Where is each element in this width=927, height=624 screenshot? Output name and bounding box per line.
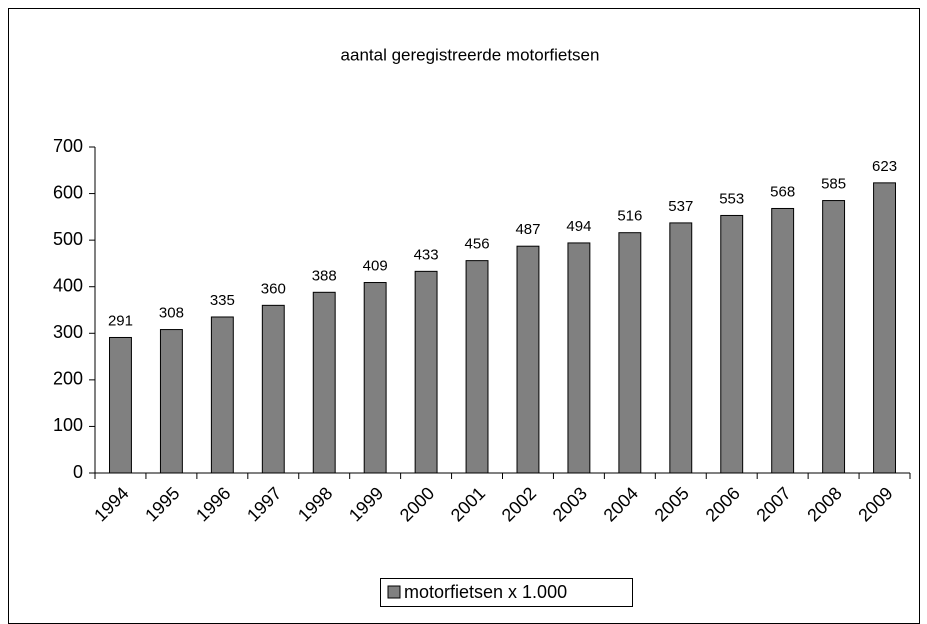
bar xyxy=(363,282,387,474)
bar xyxy=(771,207,795,474)
y-tick-label: 300 xyxy=(53,322,83,342)
data-label: 335 xyxy=(210,292,235,309)
bar xyxy=(414,270,438,474)
y-tick-label: 100 xyxy=(53,415,83,435)
bar xyxy=(261,304,285,474)
y-tick-label: 400 xyxy=(53,275,83,295)
data-label: 360 xyxy=(261,280,286,297)
data-label: 388 xyxy=(312,267,337,284)
data-label: 494 xyxy=(566,218,591,235)
bar xyxy=(873,182,896,474)
bar xyxy=(159,329,183,474)
bar xyxy=(109,336,132,474)
y-tick-label: 500 xyxy=(53,229,83,249)
y-tick-label: 600 xyxy=(53,182,83,202)
bar xyxy=(465,260,489,474)
legend-swatch xyxy=(387,585,401,599)
bar xyxy=(618,232,642,474)
legend-label: motorfietsen x 1.000 xyxy=(404,582,567,602)
data-label: 568 xyxy=(770,183,795,200)
data-label: 537 xyxy=(668,198,693,215)
data-label: 291 xyxy=(108,312,133,329)
data-label: 308 xyxy=(159,305,184,322)
bar xyxy=(210,316,234,474)
y-tick-label: 700 xyxy=(53,136,83,156)
bar xyxy=(720,214,744,474)
data-label: 433 xyxy=(414,246,439,263)
chart-title: aantal geregistreerde motorfietsen xyxy=(341,45,600,64)
data-label: 456 xyxy=(465,236,490,253)
data-label: 409 xyxy=(363,257,388,274)
bar xyxy=(822,200,846,474)
y-tick-label: 0 xyxy=(73,462,83,482)
chart-border xyxy=(8,8,920,624)
bar xyxy=(312,291,336,474)
data-label: 487 xyxy=(515,221,540,238)
data-label: 516 xyxy=(617,208,642,225)
bar xyxy=(567,242,591,474)
data-label: 553 xyxy=(719,190,744,207)
legend-box xyxy=(380,578,633,607)
y-tick-label: 200 xyxy=(53,369,83,389)
data-label: 623 xyxy=(872,158,897,175)
bar xyxy=(516,245,540,474)
bar xyxy=(669,222,693,474)
data-label: 585 xyxy=(821,176,846,193)
